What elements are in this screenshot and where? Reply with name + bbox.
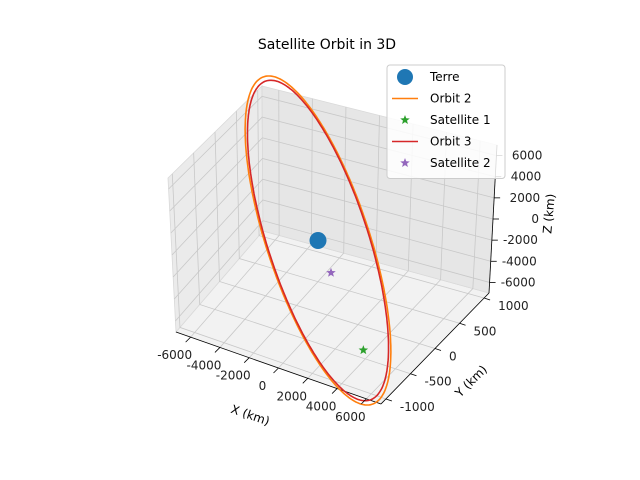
z-tick-label: 6000 bbox=[512, 149, 543, 163]
grid-line-y bbox=[193, 152, 411, 375]
point-satellite-1 bbox=[358, 345, 369, 355]
legend-swatch-satellite-2 bbox=[400, 158, 410, 168]
legend-box bbox=[386, 64, 506, 179]
x-tick-mark bbox=[185, 336, 191, 343]
orbit-line-orbit-3 bbox=[246, 79, 390, 402]
x-tick-label: -2000 bbox=[216, 369, 251, 383]
z-tick-labels: -6000 -4000 -2000 0 2000 4000 6000 bbox=[489, 149, 543, 289]
grid-line-z bbox=[173, 199, 491, 300]
legend-label-terre: Terre bbox=[429, 70, 459, 84]
x-tick-label: 6000 bbox=[335, 410, 366, 424]
legend-label-orbit-2: Orbit 2 bbox=[430, 92, 471, 106]
y-tick-label: -500 bbox=[424, 375, 451, 389]
grid-line-y bbox=[214, 131, 436, 349]
grid-line-x bbox=[366, 140, 481, 400]
y-tick-label: 0 bbox=[449, 350, 457, 364]
orbit-line-orbit-2 bbox=[244, 75, 392, 406]
x-tick-label: -6000 bbox=[157, 348, 192, 362]
point-satellite-2 bbox=[326, 267, 336, 277]
point-terre bbox=[309, 232, 327, 249]
legend-swatch-terre bbox=[397, 69, 413, 85]
y-tick-mark bbox=[483, 297, 491, 301]
y-tick-mark bbox=[434, 348, 442, 351]
grid-line-x bbox=[248, 107, 347, 358]
x-tick-label: 4000 bbox=[306, 400, 337, 414]
x-tick-mark bbox=[214, 347, 221, 353]
legend-label-orbit-3: Orbit 3 bbox=[430, 135, 471, 149]
legend-swatch-satellite-1 bbox=[400, 115, 410, 125]
z-tick-label: -6000 bbox=[501, 275, 536, 289]
legend: Terre Orbit 2 Satellite 1 Orbit 3 Satellite … bbox=[386, 64, 506, 179]
orbits bbox=[244, 75, 392, 406]
grid-line-z bbox=[171, 158, 494, 256]
y-tick-label: 1000 bbox=[498, 299, 529, 313]
x-tick-mark bbox=[361, 398, 367, 405]
z-tick-label: 2000 bbox=[510, 191, 541, 205]
y-tick-mark bbox=[385, 398, 393, 402]
x-tick-mark bbox=[331, 388, 338, 394]
x-tick-mark bbox=[302, 378, 309, 384]
y-tick-label: -1000 bbox=[400, 400, 435, 414]
y-tick-mark bbox=[410, 373, 417, 377]
legend-label-satellite-1: Satellite 1 bbox=[430, 113, 491, 127]
z-tick-label: 0 bbox=[531, 212, 539, 226]
grid-line-z bbox=[172, 178, 492, 278]
z-tick-label: 4000 bbox=[511, 170, 542, 184]
x-tick-mark bbox=[243, 357, 250, 363]
chart-title: Satellite Orbit in 3D bbox=[258, 37, 396, 53]
x-tick-label: 0 bbox=[259, 379, 267, 393]
grid-line-y bbox=[257, 90, 485, 299]
grid-line-z bbox=[175, 220, 490, 322]
y-tick-label: 500 bbox=[474, 324, 497, 338]
grid-line-x bbox=[190, 90, 280, 338]
grid-line-y bbox=[171, 173, 387, 400]
z-tick-label: -4000 bbox=[502, 254, 537, 268]
z-tick-label: -2000 bbox=[503, 233, 538, 247]
x-tick-label: 2000 bbox=[277, 389, 308, 403]
z-axis-label: Z (km) bbox=[540, 193, 557, 234]
x-tick-label: -4000 bbox=[186, 358, 221, 372]
points bbox=[309, 232, 369, 355]
legend-label-satellite-2: Satellite 2 bbox=[430, 156, 491, 170]
y-tick-mark bbox=[459, 322, 466, 326]
grid-line-x bbox=[336, 132, 448, 389]
x-tick-mark bbox=[273, 367, 279, 374]
